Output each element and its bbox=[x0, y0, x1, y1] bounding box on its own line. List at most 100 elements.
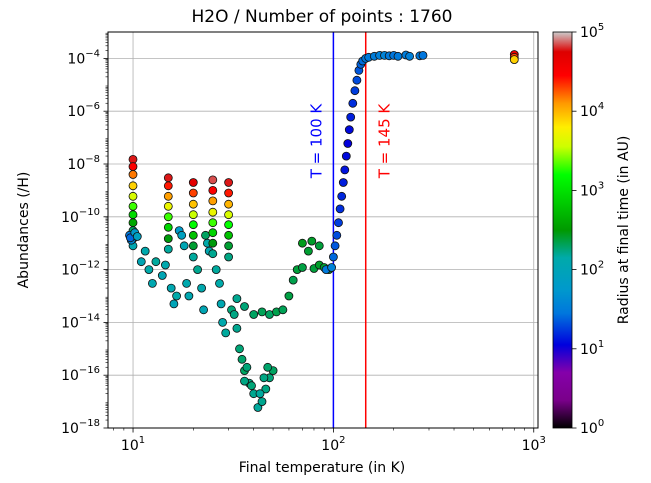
colorbar-tick-label: 100 bbox=[580, 418, 604, 437]
data-point bbox=[263, 362, 273, 372]
data-point bbox=[261, 384, 271, 394]
data-point bbox=[240, 376, 249, 386]
data-point bbox=[393, 51, 403, 61]
data-point bbox=[188, 220, 198, 230]
data-point bbox=[284, 291, 294, 301]
data-point bbox=[163, 181, 173, 191]
data-point bbox=[216, 299, 226, 309]
data-point bbox=[188, 230, 198, 240]
data-point bbox=[232, 294, 242, 304]
data-point bbox=[160, 260, 170, 270]
data-point bbox=[128, 181, 138, 191]
y-tick-label: 10−14 bbox=[61, 312, 100, 331]
data-point bbox=[128, 191, 138, 201]
colorbar-label: Radius at final time (in AU) bbox=[616, 136, 632, 325]
colorbar-tick-label: 103 bbox=[580, 180, 604, 199]
data-point bbox=[128, 201, 138, 211]
x-tick-label: 102 bbox=[321, 435, 345, 454]
data-point bbox=[208, 185, 218, 195]
data-point bbox=[352, 75, 362, 85]
data-point bbox=[242, 362, 252, 372]
data-point bbox=[163, 173, 173, 183]
colorbar-tick-label: 105 bbox=[580, 22, 604, 41]
data-point bbox=[257, 397, 267, 407]
data-point bbox=[405, 51, 415, 61]
x-axis-ticks: 101 102 103 bbox=[113, 428, 546, 454]
data-points bbox=[125, 50, 519, 412]
data-point bbox=[297, 263, 307, 272]
data-point bbox=[144, 265, 154, 275]
colorbar-tick-label: 104 bbox=[580, 101, 604, 120]
data-point bbox=[128, 218, 138, 228]
y-tick-label: 10−10 bbox=[61, 207, 100, 226]
data-point bbox=[257, 307, 267, 317]
y-axis-ticks: 10−4 10−6 10−8 10−10 10−12 10−14 10−16 10−18 bbox=[61, 32, 108, 437]
data-point bbox=[215, 278, 224, 288]
data-point bbox=[253, 403, 263, 412]
data-point bbox=[341, 151, 351, 161]
data-point bbox=[346, 112, 356, 122]
x-tick-label: 103 bbox=[522, 435, 546, 454]
data-point bbox=[327, 263, 337, 272]
data-point bbox=[151, 257, 161, 267]
data-point bbox=[166, 283, 176, 293]
data-point bbox=[188, 178, 198, 187]
data-point bbox=[224, 178, 234, 187]
data-point bbox=[193, 265, 203, 275]
temperature-line-label: T = 145 K bbox=[376, 103, 394, 180]
data-point bbox=[330, 241, 340, 251]
data-point bbox=[334, 218, 343, 228]
temperature-labels: T = 100 K T = 145 K bbox=[307, 103, 393, 180]
data-point bbox=[128, 210, 138, 220]
data-point bbox=[201, 230, 210, 240]
data-point bbox=[247, 381, 256, 391]
data-point bbox=[509, 55, 519, 64]
data-point bbox=[350, 86, 360, 96]
data-point bbox=[172, 291, 182, 301]
data-point bbox=[343, 139, 353, 148]
data-point bbox=[328, 252, 338, 262]
data-point bbox=[288, 275, 298, 285]
data-point bbox=[163, 191, 173, 201]
y-tick-label: 10−6 bbox=[67, 101, 100, 120]
data-point bbox=[199, 305, 209, 315]
y-tick-label: 10−18 bbox=[61, 418, 100, 437]
data-point bbox=[208, 228, 218, 238]
data-point bbox=[208, 218, 218, 228]
data-point bbox=[136, 257, 146, 267]
data-point bbox=[221, 328, 231, 338]
data-point bbox=[307, 236, 317, 246]
colorbar-tick-label: 102 bbox=[580, 260, 604, 279]
data-point bbox=[224, 230, 234, 240]
data-point bbox=[255, 389, 265, 399]
data-point bbox=[188, 241, 198, 251]
data-point bbox=[211, 265, 221, 275]
data-point bbox=[303, 246, 313, 256]
data-point bbox=[163, 201, 173, 211]
data-point bbox=[259, 373, 269, 383]
data-point bbox=[197, 283, 207, 293]
colorbar-ticks: 100 101 102 103 104 105 bbox=[572, 22, 604, 437]
data-point bbox=[418, 51, 428, 60]
data-point bbox=[224, 220, 234, 230]
data-point bbox=[332, 230, 342, 240]
data-point bbox=[240, 302, 249, 311]
data-point bbox=[218, 317, 228, 327]
data-point bbox=[297, 238, 307, 248]
y-tick-label: 10−4 bbox=[67, 48, 100, 67]
data-point bbox=[224, 252, 234, 262]
data-point bbox=[344, 125, 354, 135]
data-point bbox=[147, 278, 157, 288]
data-point bbox=[163, 222, 173, 232]
data-point bbox=[208, 249, 218, 259]
colorbar-tick-label: 101 bbox=[580, 339, 604, 358]
data-point bbox=[278, 305, 288, 315]
x-tick-label: 101 bbox=[121, 435, 145, 454]
y-tick-label: 10−12 bbox=[61, 260, 100, 279]
grid-lines bbox=[108, 32, 538, 429]
data-point bbox=[208, 238, 218, 248]
data-point bbox=[208, 175, 218, 185]
data-point bbox=[249, 310, 259, 319]
data-point bbox=[338, 178, 348, 187]
